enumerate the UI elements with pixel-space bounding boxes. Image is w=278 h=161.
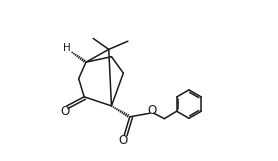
Text: O: O bbox=[147, 104, 156, 117]
Text: H: H bbox=[63, 43, 70, 53]
Text: O: O bbox=[119, 134, 128, 147]
Text: O: O bbox=[61, 105, 70, 118]
